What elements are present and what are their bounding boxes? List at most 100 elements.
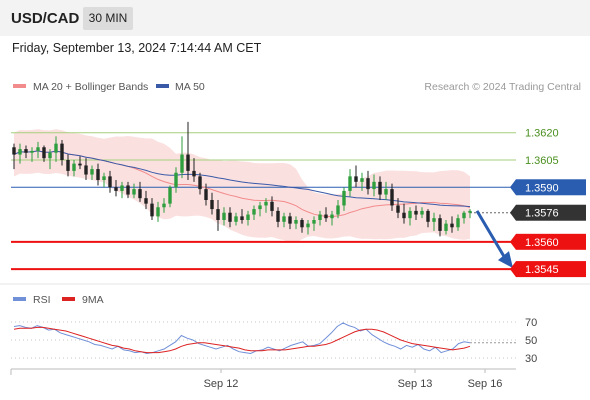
candle-body [312, 220, 316, 224]
candle-body [198, 176, 202, 190]
level-value-1.3605: 1.3605 [525, 155, 559, 167]
candle-body [102, 176, 106, 180]
candle [30, 147, 34, 162]
ma50-legend-swatch [156, 84, 169, 88]
candle-body [342, 190, 346, 206]
candle [408, 207, 412, 226]
candle-body [132, 189, 136, 195]
candle [432, 212, 436, 231]
candle [252, 205, 256, 220]
x-tick-label: Sep 13 [398, 378, 433, 390]
candle-body [252, 209, 256, 215]
candle [228, 207, 232, 228]
candle-body [270, 201, 274, 211]
ma50-legend-label: MA 50 [175, 81, 205, 93]
candle [204, 183, 208, 206]
rsi-legend: RSI 9MA [13, 294, 104, 306]
candle-body [36, 147, 40, 151]
level-badge-pointer-1.3560 [510, 233, 516, 250]
candle-body [126, 185, 130, 195]
candle [192, 158, 196, 182]
rsi-gridlines: 70 50 30 [11, 317, 537, 365]
candle [342, 187, 346, 211]
candle [282, 212, 286, 228]
level-value-1.3560: 1.3560 [525, 237, 559, 249]
candle [12, 143, 16, 170]
candle-body [360, 178, 364, 182]
candle-body [306, 223, 310, 228]
candle [246, 210, 250, 226]
candle [162, 198, 166, 213]
level-value-1.3545: 1.3545 [525, 264, 559, 276]
candle [318, 210, 322, 226]
main-legend: MA 20 + Bollinger Bands MA 50 [13, 81, 205, 93]
chart-header: USD/CAD 30 MIN [0, 0, 590, 36]
ma50-line [13, 150, 471, 208]
rsi-lines [13, 322, 516, 355]
candle-body [384, 189, 388, 195]
candle [306, 220, 310, 235]
level-badge-pointer-1.3545 [510, 261, 516, 278]
candle [276, 207, 280, 228]
candle [240, 209, 244, 224]
candle [90, 165, 94, 180]
x-tick-label: Sep 12 [204, 378, 239, 390]
level-badge-1.3576 [516, 204, 586, 221]
moving-averages [13, 150, 471, 218]
candle-body [234, 216, 238, 222]
candle-body [210, 200, 214, 210]
candle [384, 181, 388, 200]
candle-body [390, 189, 394, 206]
candle-body [144, 198, 148, 204]
candle-body [120, 185, 124, 191]
candle-body [48, 152, 52, 159]
bollinger-band-area [14, 129, 470, 243]
rsi-legend-swatch [13, 297, 26, 301]
symbol-title: USD/CAD [11, 10, 80, 27]
candle-body [240, 216, 244, 220]
candle-body [228, 212, 232, 222]
candle-body [174, 172, 178, 188]
candle-body [24, 149, 28, 153]
candle-body [72, 163, 76, 171]
candle-body [258, 205, 262, 210]
candle [36, 141, 40, 159]
candle [336, 200, 340, 219]
candle-body [318, 214, 322, 220]
level-badge-1.3590 [516, 179, 586, 196]
candle [42, 145, 46, 162]
candle [168, 185, 172, 208]
candle [372, 174, 376, 197]
candle-body [366, 178, 370, 190]
candle-body [84, 165, 88, 175]
candle [24, 145, 28, 159]
candle-body [462, 212, 466, 219]
candle-body [66, 160, 70, 171]
candle-body [444, 223, 448, 231]
candle-body [162, 203, 166, 208]
candle-body [330, 214, 334, 219]
candle [54, 136, 58, 162]
candle-body [300, 220, 304, 228]
9ma-line [13, 326, 471, 354]
candle-body [426, 210, 430, 222]
candle [72, 160, 76, 177]
bollinger-band [14, 129, 470, 243]
candle-body [372, 181, 376, 190]
candle-body [96, 169, 100, 180]
forecast-arrow-head [498, 251, 513, 269]
candle [150, 198, 154, 220]
candle-body [60, 143, 64, 160]
candle-body [90, 169, 94, 175]
candle-body [54, 143, 58, 153]
candle-body [396, 205, 400, 213]
candle-body [192, 170, 196, 177]
forecast-arrow-shaft [475, 210, 507, 259]
timeframe-button[interactable]: 30 MIN [83, 7, 133, 30]
candle [186, 121, 190, 180]
candle [348, 169, 352, 197]
candle [294, 216, 298, 230]
candle [78, 156, 82, 170]
candle-body [414, 210, 418, 215]
level-badge-1.3560 [516, 233, 586, 250]
